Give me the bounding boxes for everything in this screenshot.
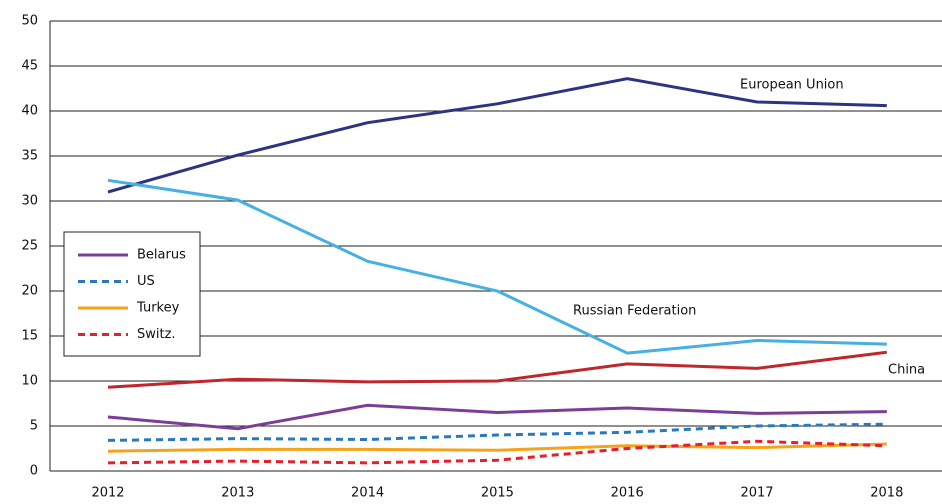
x-tick-label: 2015 [481,486,514,501]
series-label: Russian Federation [573,304,696,319]
legend-label: Turkey [136,301,180,316]
series-line [107,403,887,431]
y-tick-label: 30 [21,194,38,209]
y-tick-label: 0 [30,464,38,479]
series-line [107,350,887,389]
series-line [107,439,887,465]
x-tick-label: 2017 [740,486,773,501]
y-tick-label: 50 [21,14,38,29]
x-tick-label: 2014 [351,486,384,501]
y-tick-label: 35 [21,149,38,164]
x-tick-label: 2012 [91,486,124,501]
y-tick-label: 20 [21,284,38,299]
series-line [107,442,887,453]
series-line [107,77,887,194]
series-label: China [888,363,925,378]
series-line [107,422,887,442]
legend-label: Belarus [137,248,186,263]
x-tick-label: 2018 [870,486,903,501]
y-tick-label: 15 [21,329,38,344]
y-tick-label: 40 [21,104,38,119]
y-tick-label: 5 [30,419,38,434]
x-tick-label: 2016 [611,486,644,501]
y-tick-label: 10 [21,374,38,389]
series-label: European Union [740,78,844,93]
legend-label: US [137,274,155,289]
series-line [107,178,887,355]
x-tick-label: 2013 [221,486,254,501]
legend-box [63,231,201,357]
y-tick-label: 45 [21,59,38,74]
y-tick-label: 25 [21,239,38,254]
legend-label: Switz. [137,327,176,342]
